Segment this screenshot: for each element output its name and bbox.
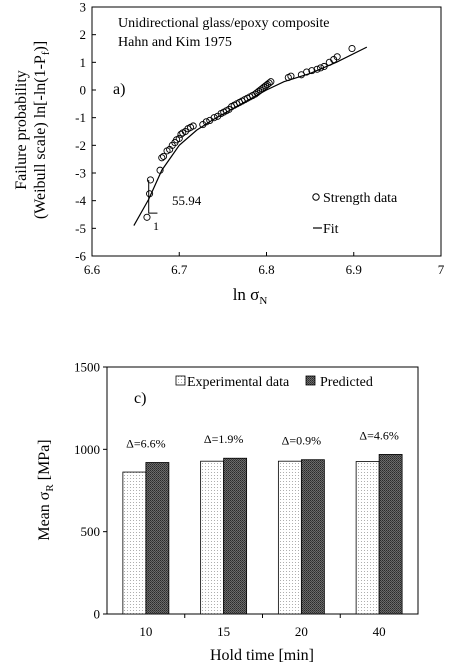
y-tick-label: 500 — [81, 524, 101, 539]
chart-a-legend: Strength data Fit — [312, 191, 398, 237]
x-tick-label: 20 — [295, 624, 308, 639]
y-tick-label: -5 — [75, 221, 86, 236]
bar-experimental — [277, 460, 302, 615]
data-point — [267, 78, 275, 86]
bar-predicted — [223, 457, 248, 615]
data-point — [146, 190, 154, 198]
data-point — [175, 134, 183, 142]
y-tick-label: 1500 — [74, 360, 100, 375]
chart-a-annotation-1: Unidirectional glass/epoxy composite — [118, 16, 330, 31]
y-tick-label: -3 — [75, 166, 86, 181]
y-tick-label: 0 — [94, 607, 101, 622]
bar-experimental — [355, 461, 380, 615]
data-point — [159, 152, 168, 160]
data-point — [265, 79, 273, 87]
x-tick-label: 40 — [373, 624, 386, 639]
data-point — [202, 118, 210, 126]
chart-a-annotation-2: Hahn and Kim 1975 — [118, 35, 232, 50]
data-point — [158, 154, 166, 162]
x-tick-label: 6.7 — [171, 262, 188, 277]
legend-marker-strength — [312, 193, 320, 201]
chart-a: 6.6 6.7 6.8 6.9 7 3 2 1 0 -1 -2 -3 -4 -5 -6 Unidirecti… — [13, 0, 445, 307]
x-tick-label: 6.8 — [258, 262, 274, 277]
data-point — [146, 176, 155, 184]
legend-label-experimental: Experimental data — [187, 375, 290, 390]
data-point — [348, 44, 356, 53]
y-tick-label: -1 — [75, 110, 86, 125]
chart-c: 1500 1000 500 0 10 15 20 40 Δ=6.6% Δ=1.9% Δ=0.9% Δ… — [36, 360, 419, 664]
data-point — [303, 68, 311, 76]
data-point — [320, 62, 328, 71]
y-tick-label: -4 — [75, 193, 86, 208]
chart-a-ylabel-line1: Failure probability — [13, 70, 30, 190]
x-tick-label: 6.9 — [346, 262, 362, 277]
x-tick-label: 15 — [217, 624, 230, 639]
bar-predicted — [145, 462, 170, 615]
legend-label-strength: Strength data — [323, 191, 398, 206]
x-tick-label: 10 — [139, 624, 152, 639]
bar-predicted — [378, 454, 403, 615]
data-point — [189, 122, 197, 130]
y-tick-label: -6 — [75, 249, 86, 264]
bar-experimental — [122, 471, 147, 615]
chart-c-legend: Experimental data Predicted — [175, 375, 373, 390]
data-point — [313, 65, 321, 73]
legend-swatch-experimental — [175, 375, 186, 386]
y-tick-label: -2 — [75, 138, 86, 153]
delta-label: Δ=4.6% — [359, 428, 398, 442]
legend-label-fit: Fit — [323, 222, 339, 237]
delta-label: Δ=0.9% — [282, 434, 321, 448]
bar-experimental — [200, 460, 225, 615]
data-point — [143, 213, 151, 221]
y-tick-label: 0 — [80, 83, 87, 98]
delta-label: Δ=1.9% — [204, 432, 243, 446]
x-tick-label: 6.6 — [84, 262, 101, 277]
y-tick-label: 3 — [80, 0, 87, 15]
data-point — [308, 67, 316, 75]
chart-c-ylabel: Mean σR [MPa] — [36, 439, 56, 540]
data-point — [333, 53, 341, 61]
y-tick-label: 1 — [80, 55, 87, 70]
legend-label-predicted: Predicted — [320, 375, 373, 390]
chart-c-xlabel: Hold time [min] — [210, 647, 314, 664]
data-point — [156, 166, 164, 174]
bar-predicted — [300, 459, 325, 615]
data-point — [210, 114, 218, 122]
legend-swatch-predicted — [305, 375, 316, 386]
data-point — [317, 64, 325, 72]
slope-label: 55.94 — [172, 193, 202, 208]
chart-a-panel-label: a) — [113, 81, 125, 98]
chart-a-ylabel-line2: (Weibull scale) ln[-ln(1-Pf)] — [32, 41, 52, 219]
chart-c-panel-label: c) — [134, 390, 146, 407]
y-tick-label: 2 — [80, 27, 87, 42]
slope-triangle — [148, 179, 158, 214]
y-tick-label: 1000 — [74, 442, 100, 457]
x-tick-label: 7 — [438, 262, 445, 277]
data-point — [287, 72, 295, 80]
slope-run-label: 1 — [153, 219, 159, 233]
chart-a-xlabel: ln σN — [233, 285, 268, 307]
delta-label: Δ=6.6% — [126, 437, 165, 451]
